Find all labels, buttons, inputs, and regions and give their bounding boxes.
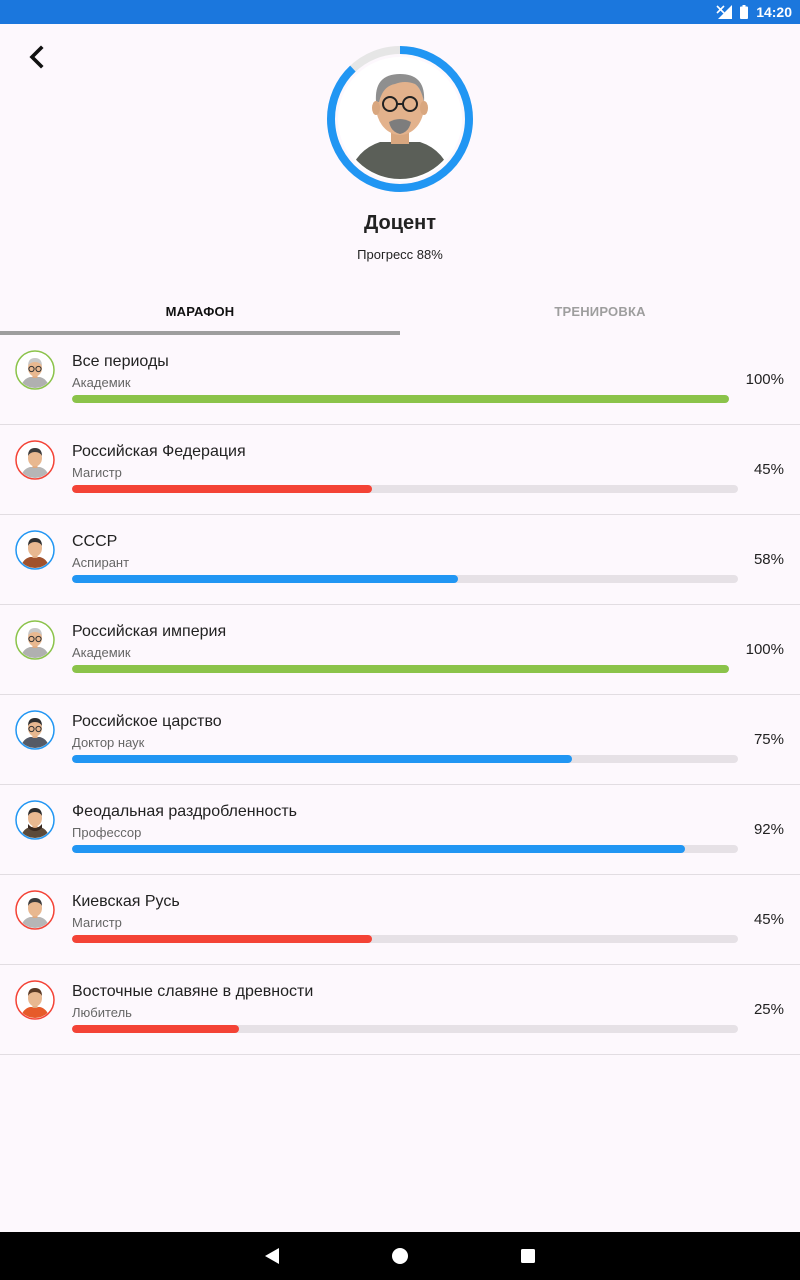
period-title: Все периоды: [72, 353, 169, 370]
profile-header: Доцент Прогресс 88%: [0, 24, 800, 288]
battery-icon: [740, 5, 749, 19]
period-progress-bar: [72, 1025, 738, 1033]
period-title: Российское царство: [72, 713, 222, 730]
nav-recents-icon[interactable]: [504, 1232, 552, 1280]
status-time: 14:20: [756, 4, 792, 20]
period-row[interactable]: СССР Аспирант 58%: [0, 515, 800, 605]
period-progress-fill: [72, 395, 729, 403]
period-rank: Профессор: [72, 825, 142, 840]
period-title: Восточные славяне в древности: [72, 983, 314, 1000]
ring-progress-arc: [327, 46, 473, 192]
system-nav-bar: [0, 1232, 800, 1280]
period-row[interactable]: Феодальная раздробленность Профессор 92%: [0, 785, 800, 875]
period-row[interactable]: Все периоды Академик 100%: [0, 335, 800, 425]
period-rank: Аспирант: [72, 555, 130, 570]
period-rank: Академик: [72, 645, 131, 660]
period-percent: 100%: [745, 641, 784, 658]
back-arrow-icon[interactable]: [22, 42, 52, 72]
postgrad-avatar-icon: [15, 530, 55, 570]
period-percent: 100%: [745, 371, 784, 388]
period-progress-fill: [72, 935, 372, 943]
period-progress-bar: [72, 575, 738, 583]
period-progress-bar: [72, 845, 738, 853]
status-icons: 14:20: [716, 0, 792, 24]
docent-avatar-icon: [340, 59, 460, 179]
period-percent: 25%: [753, 1001, 784, 1018]
rank-progress-ring: [325, 44, 475, 194]
overall-progress-label: Прогресс 88%: [357, 247, 443, 262]
period-row[interactable]: Российская Федерация Магистр 45%: [0, 425, 800, 515]
period-progress-bar: [72, 935, 738, 943]
period-percent: 45%: [753, 911, 784, 928]
period-row[interactable]: Российское царство Доктор наук 75%: [0, 695, 800, 785]
professor-avatar-icon: [15, 800, 55, 840]
period-progress-bar: [72, 485, 738, 493]
academic-avatar-icon: [15, 350, 55, 390]
period-progress-fill: [72, 755, 572, 763]
period-percent: 45%: [753, 461, 784, 478]
period-percent: 58%: [753, 551, 784, 568]
period-progress-bar: [72, 665, 738, 673]
period-rank: Доктор наук: [72, 735, 145, 750]
period-list: Все периоды Академик 100% Российская Федера…: [0, 335, 800, 1055]
period-progress-fill: [72, 485, 372, 493]
amateur-avatar-icon: [15, 980, 55, 1020]
status-bar: 14:20: [0, 0, 800, 24]
period-rank: Магистр: [72, 465, 122, 480]
period-rank: Любитель: [72, 1005, 132, 1020]
nav-back-icon[interactable]: [248, 1232, 296, 1280]
master-avatar-icon: [15, 890, 55, 930]
period-title: СССР: [72, 533, 118, 550]
period-title: Киевская Русь: [72, 893, 180, 910]
period-row[interactable]: Киевская Русь Магистр 45%: [0, 875, 800, 965]
period-title: Российская Федерация: [72, 443, 246, 460]
academic-avatar-icon: [15, 620, 55, 660]
signal-off-icon: [716, 5, 733, 19]
period-title: Российская империя: [72, 623, 227, 640]
period-progress-fill: [72, 575, 458, 583]
period-rank: Академик: [72, 375, 131, 390]
tab-training[interactable]: ТРЕНИРОВКА: [554, 304, 646, 319]
master-avatar-icon: [15, 440, 55, 480]
period-progress-fill: [72, 1025, 239, 1033]
tab-marathon[interactable]: МАРАФОН: [0, 288, 400, 335]
period-rank: Магистр: [72, 915, 122, 930]
period-percent: 75%: [753, 731, 784, 748]
period-title: Феодальная раздробленность: [72, 803, 298, 820]
period-progress-bar: [72, 755, 738, 763]
period-progress-fill: [72, 845, 685, 853]
period-percent: 92%: [753, 821, 784, 838]
mode-tabs: МАРАФОН ТРЕНИРОВКА: [0, 288, 800, 335]
period-row[interactable]: Российская империя Академик 100%: [0, 605, 800, 695]
nav-home-icon[interactable]: [376, 1232, 424, 1280]
rank-title: Доцент: [363, 212, 436, 234]
period-progress-bar: [72, 395, 738, 403]
period-progress-fill: [72, 665, 729, 673]
period-row[interactable]: Восточные славяне в древности Любитель 25%: [0, 965, 800, 1055]
doctor-avatar-icon: [15, 710, 55, 750]
